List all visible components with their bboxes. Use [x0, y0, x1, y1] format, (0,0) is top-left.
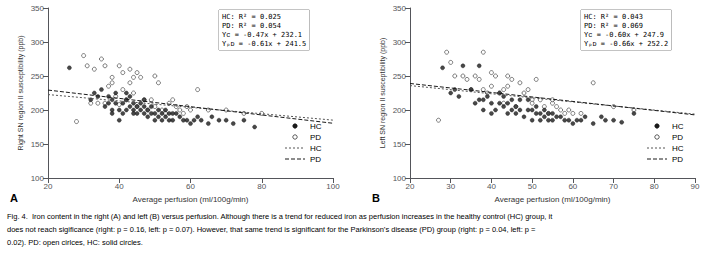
svg-text:PD: PD: [672, 155, 683, 164]
svg-text:200: 200: [31, 106, 45, 115]
svg-text:Yₚᴅ = -0.61x + 241.5: Yₚᴅ = -0.61x + 241.5: [222, 40, 306, 48]
svg-text:20: 20: [406, 182, 415, 191]
svg-text:Left SN region II susceptibili: Left SN region II susceptibility (ppb): [379, 38, 387, 149]
svg-text:350: 350: [393, 4, 407, 13]
svg-text:HC: R² = 0.043: HC: R² = 0.043: [584, 13, 643, 21]
svg-text:150: 150: [31, 140, 45, 149]
svg-text:150: 150: [393, 140, 407, 149]
svg-text:80: 80: [650, 182, 659, 191]
svg-text:HC: HC: [672, 122, 684, 131]
svg-text:60: 60: [568, 182, 577, 191]
svg-text:60: 60: [186, 182, 195, 191]
svg-text:250: 250: [31, 72, 45, 81]
svg-text:Average perfusion (ml/100g/min: Average perfusion (ml/100g/min): [133, 195, 249, 204]
svg-text:100: 100: [326, 182, 340, 191]
svg-text:200: 200: [393, 106, 407, 115]
svg-text:PD: PD: [310, 155, 321, 164]
svg-text:50: 50: [528, 182, 537, 191]
svg-text:PD: R² = 0.069: PD: R² = 0.069: [584, 22, 643, 30]
svg-text:100: 100: [393, 174, 407, 183]
svg-text:Fig. 4. Iron content in the r: Fig. 4. Iron content in the right (A) an…: [7, 212, 553, 221]
svg-text:B: B: [372, 192, 380, 204]
svg-text:100: 100: [31, 174, 45, 183]
svg-text:40: 40: [487, 182, 496, 191]
svg-text:0.02). PD: open cirlces, HC: s: 0.02). PD: open cirlces, HC: solid circl…: [7, 238, 143, 247]
svg-text:250: 250: [393, 72, 407, 81]
svg-text:20: 20: [44, 182, 53, 191]
svg-text:A: A: [10, 192, 18, 204]
svg-text:30: 30: [446, 182, 455, 191]
svg-text:PD: PD: [310, 133, 321, 142]
svg-text:HC: R² = 0.025: HC: R² = 0.025: [222, 13, 281, 21]
svg-text:PD: R² = 0.054: PD: R² = 0.054: [222, 22, 281, 30]
svg-text:HC: HC: [310, 122, 322, 131]
svg-text:300: 300: [31, 38, 45, 47]
svg-text:80: 80: [257, 182, 266, 191]
svg-text:Right SN region II susceptibil: Right SN region II susceptibility (ppb): [17, 35, 25, 150]
svg-text:PD: PD: [672, 133, 683, 142]
svg-text:HC: HC: [672, 144, 684, 153]
svg-text:Average perfusion (ml/100g/min: Average perfusion (ml/100g/min): [495, 195, 611, 204]
svg-text:Yᴄ = -0.47x + 232.1: Yᴄ = -0.47x + 232.1: [222, 31, 302, 39]
svg-text:40: 40: [115, 182, 124, 191]
svg-text:HC: HC: [310, 144, 322, 153]
svg-text:90: 90: [691, 182, 700, 191]
svg-text:does not reach sigificance (ri: does not reach sigificance (right: p = 0…: [7, 225, 536, 234]
svg-text:70: 70: [609, 182, 618, 191]
svg-text:300: 300: [393, 38, 407, 47]
svg-text:350: 350: [31, 4, 45, 13]
svg-text:Yₚᴅ = -0.66x + 252.2: Yₚᴅ = -0.66x + 252.2: [584, 40, 668, 48]
svg-text:Yᴄ = -0.60x + 247.9: Yᴄ = -0.60x + 247.9: [584, 31, 664, 39]
